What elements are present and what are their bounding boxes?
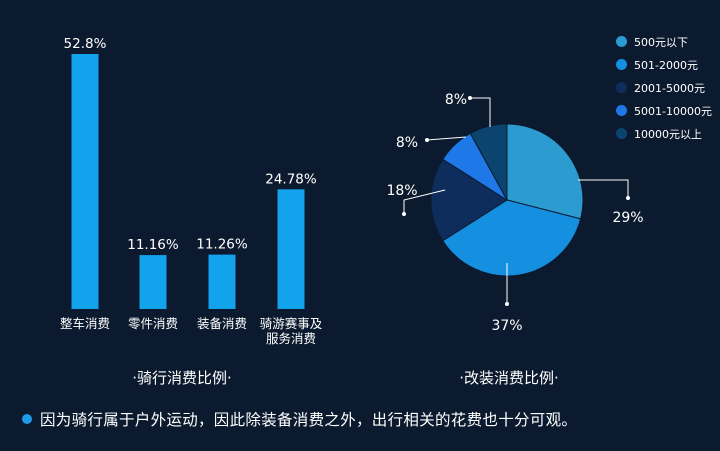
legend-swatch-icon <box>616 128 627 139</box>
pie-chart: 29% 37% 18% 8% 8% <box>386 92 643 334</box>
legend-label: 10000元以上 <box>634 127 702 141</box>
legend-label: 500元以下 <box>634 35 688 49</box>
bar-value-label-1: 11.16% <box>127 237 179 253</box>
bullet-dot-icon <box>22 414 32 424</box>
pie-value-label-1: 37% <box>491 318 522 334</box>
bar-category-label-1: 零件消费 <box>128 316 178 331</box>
pie-leader-dot-1 <box>505 302 509 306</box>
bar-chart: 52.8% 整车消费 11.16% 零件消费 11.26% 装备消费 24.78% 骑游赛事及… <box>60 36 323 346</box>
pie-value-label-2: 18% <box>386 183 417 199</box>
legend-item-0: 500元以下 <box>616 30 712 53</box>
pie-value-label-0: 29% <box>612 210 643 226</box>
legend-swatch-icon <box>616 105 627 116</box>
legend-label: 5001-10000元 <box>634 104 712 118</box>
pie-leader-line-3 <box>426 136 467 141</box>
footer-note: 因为骑行属于户外运动，因此除装备消费之外，出行相关的花费也十分可观。 <box>22 408 577 430</box>
bar-value-label-3: 24.78% <box>265 171 317 187</box>
pie-value-label-4: 8% <box>445 92 467 108</box>
pie-chart-title: ·改装消费比例· <box>459 369 559 387</box>
legend-item-2: 2001-5000元 <box>616 76 712 99</box>
pie-slice-4 <box>469 123 508 201</box>
bar-chart-title: ·骑行消费比例· <box>132 369 232 387</box>
legend-item-1: 501-2000元 <box>616 53 712 76</box>
pie-leader-line-4 <box>470 97 491 127</box>
legend-item-3: 5001-10000元 <box>616 99 712 122</box>
footer-text: 因为骑行属于户外运动，因此除装备消费之外，出行相关的花费也十分可观。 <box>40 411 578 429</box>
pie-value-label-3: 8% <box>396 135 418 151</box>
legend-swatch-icon <box>616 59 627 70</box>
bar-3 <box>277 189 305 309</box>
pie-leader-dot-4 <box>468 96 472 100</box>
bar-1 <box>139 255 167 309</box>
bar-category-label-3: 服务消费 <box>266 331 316 346</box>
legend-label: 2001-5000元 <box>634 81 705 95</box>
legend-swatch-icon <box>616 82 627 93</box>
bar-2 <box>208 254 236 309</box>
pie-slice-2 <box>430 158 508 242</box>
pie-slice-0 <box>506 123 584 220</box>
legend-label: 501-2000元 <box>634 58 698 72</box>
pie-leader-dot-0 <box>626 196 630 200</box>
pie-leader-line-0 <box>578 179 629 198</box>
legend-item-4: 10000元以上 <box>616 122 712 145</box>
pie-leader-dot-2 <box>402 212 406 216</box>
pie-leader-line-2 <box>403 189 446 214</box>
bar-category-label-0: 整车消费 <box>60 316 110 331</box>
pie-legend: 500元以下 501-2000元 2001-5000元 5001-10000元 1000… <box>616 30 712 145</box>
bar-value-label-0: 52.8% <box>64 36 107 52</box>
bar-category-label-2: 装备消费 <box>197 316 247 331</box>
pie-leader-dot-3 <box>425 138 429 142</box>
bar-value-label-2: 11.26% <box>196 237 248 253</box>
legend-swatch-icon <box>616 36 627 47</box>
bar-category-label-3: 骑游赛事及 <box>260 316 323 331</box>
bar-0 <box>71 54 99 309</box>
